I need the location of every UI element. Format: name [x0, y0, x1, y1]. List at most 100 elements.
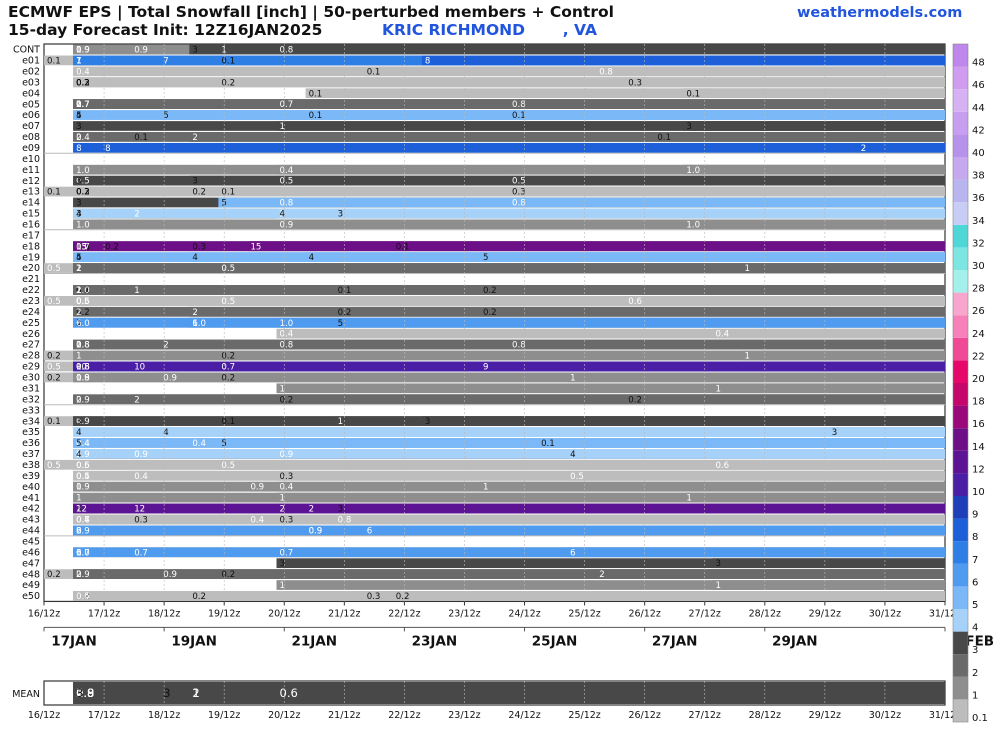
snow-value: 0.2 — [221, 373, 235, 383]
colorbar-label: 34 — [972, 216, 985, 227]
snow-value: 1 — [715, 581, 720, 591]
snow-value: 0.2 — [47, 570, 61, 580]
mean-x-tick-label: 19/12z — [208, 710, 240, 721]
snow-bar — [102, 142, 946, 153]
row-label: e39 — [22, 471, 40, 482]
x-tick-label: 20/12z — [268, 608, 300, 619]
snow-value: 0.7 — [76, 100, 90, 110]
snow-value: 1 — [76, 264, 81, 274]
snow-value: 0.4 — [280, 483, 294, 493]
snow-value: 0.9 — [163, 373, 177, 383]
row-label: e20 — [22, 263, 40, 274]
snow-value: 0.1 — [367, 67, 381, 77]
date-label: 27JAN — [652, 633, 698, 649]
snow-value: 0.1 — [47, 417, 61, 427]
colorbar-swatch — [953, 586, 968, 609]
colorbar-label: 10 — [972, 487, 985, 498]
snow-bar — [247, 241, 946, 252]
colorbar-swatch — [953, 337, 968, 361]
snow-bar — [421, 55, 945, 66]
colorbar-label: 0.1 — [972, 713, 988, 724]
snow-value: 0.9 — [76, 483, 90, 493]
snow-value: 0.8 — [280, 341, 294, 351]
snow-value: 0.5 — [512, 177, 526, 187]
snow-bar — [160, 110, 946, 120]
snow-value: 5 — [221, 199, 226, 209]
colorbar-swatch — [953, 202, 968, 225]
row-label: e31 — [22, 383, 40, 394]
snow-value: 1 — [76, 46, 81, 56]
snow-value: 0.2 — [221, 352, 235, 362]
snow-bar — [189, 175, 946, 186]
colorbar-swatch — [953, 405, 968, 429]
snow-value: 8 — [76, 144, 81, 154]
colorbar-swatch — [953, 292, 968, 316]
row-label: e05 — [22, 99, 40, 110]
row-label: e15 — [22, 209, 40, 220]
snow-bar — [276, 328, 946, 339]
snow-value: 0.2 — [396, 592, 410, 602]
snow-value: 0.2 — [483, 308, 497, 318]
mean-x-tick-label: 23/12z — [448, 710, 480, 721]
snow-value: 0.4 — [715, 330, 729, 340]
snow-bar — [189, 306, 946, 317]
mean-x-tick-label: 27/12z — [689, 710, 721, 721]
snow-value: 9 — [483, 363, 488, 373]
colorbar-label: 14 — [972, 442, 985, 453]
colorbar-label: 20 — [972, 374, 985, 385]
snow-value: 0.2 — [76, 592, 90, 602]
snow-value: 0.5 — [280, 177, 294, 187]
snow-value: 1 — [76, 341, 81, 351]
snow-value: 0.4 — [280, 330, 294, 340]
row-label: e30 — [22, 373, 40, 384]
snow-value: 0.7 — [76, 100, 90, 110]
x-tick-label: 29/12z — [809, 608, 841, 619]
init-line: 15-day Forecast Init: 12Z16JAN2025 — [8, 21, 323, 39]
mean-value: 2 — [76, 686, 83, 700]
colorbar-label: 48 — [972, 58, 985, 69]
site-label[interactable]: weathermodels.com — [797, 5, 963, 21]
row-label: e17 — [22, 230, 40, 241]
snow-bar — [73, 470, 945, 481]
colorbar-swatch — [953, 44, 968, 67]
snow-bar — [509, 186, 945, 197]
snow-value: 0.1 — [686, 89, 700, 99]
snow-value: 0.9 — [76, 395, 90, 405]
colorbar-label: 40 — [972, 148, 985, 159]
snow-value: 6 — [192, 319, 197, 329]
colorbar-swatch — [953, 473, 968, 496]
snow-value: 2 — [76, 286, 81, 296]
snow-value: 1 — [76, 56, 81, 66]
row-label: e07 — [22, 121, 40, 132]
row-label: e25 — [22, 318, 40, 329]
snow-value: 0.9 — [309, 526, 323, 536]
colorbar-label: 22 — [972, 351, 985, 362]
snow-value: 0.9 — [134, 46, 148, 56]
snow-value: 3 — [76, 209, 81, 219]
snow-value: 0.9 — [76, 46, 90, 56]
snow-value: 0.1 — [541, 439, 555, 449]
row-label: e36 — [22, 438, 40, 449]
snow-value: 13 — [76, 242, 87, 252]
snow-bar — [741, 350, 945, 361]
row-label: e06 — [22, 110, 40, 121]
snow-bar — [131, 394, 945, 405]
mean-value: 0.8 — [76, 686, 94, 700]
snow-value: 0.1 — [338, 286, 352, 296]
snow-value: 2 — [76, 133, 81, 143]
snow-value: 0.2 — [47, 352, 61, 362]
mean-x-tick-label: 17/12z — [88, 710, 120, 721]
snow-value: 5 — [76, 439, 81, 449]
snow-value: 0.6 — [715, 461, 729, 471]
row-label: e10 — [22, 154, 40, 165]
mean-value: 2 — [76, 686, 83, 700]
snow-value: 0.2 — [76, 78, 90, 88]
colorbar-label: 32 — [972, 238, 985, 249]
row-label: e04 — [22, 88, 40, 99]
snow-bar — [73, 591, 945, 601]
snow-bar — [73, 350, 945, 361]
snow-value: 0.7 — [76, 516, 90, 526]
snow-value: 0.1 — [76, 286, 90, 296]
mean-value: 3 — [163, 686, 170, 700]
